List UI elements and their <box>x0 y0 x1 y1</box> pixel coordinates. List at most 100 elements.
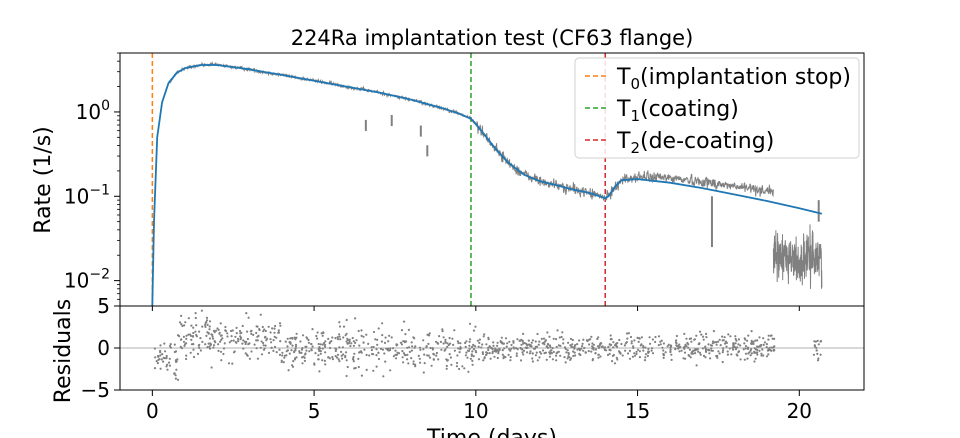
residual-point <box>767 338 770 341</box>
xtick-label-1: 5 <box>308 399 321 423</box>
residual-point <box>705 336 708 339</box>
residual-point <box>573 347 576 350</box>
residual-point <box>231 362 234 365</box>
residual-point <box>372 353 375 356</box>
residual-point <box>693 338 697 341</box>
residual-point <box>317 342 320 346</box>
residual-point <box>164 350 167 353</box>
residual-point <box>485 353 488 356</box>
residual-point <box>426 354 429 357</box>
residual-point <box>570 345 574 348</box>
residual-point <box>555 354 558 357</box>
residual-point <box>322 331 325 335</box>
residual-point <box>293 350 296 353</box>
residual-point <box>246 337 249 341</box>
residual-point <box>375 354 378 357</box>
residual-point <box>457 341 460 345</box>
residual-point <box>300 351 303 354</box>
residual-point <box>749 349 752 352</box>
residual-point <box>381 322 384 325</box>
residual-point <box>248 342 251 345</box>
residual-point <box>812 353 816 356</box>
residual-point <box>618 338 621 342</box>
residual-point <box>406 353 409 356</box>
residual-point <box>341 346 344 349</box>
residual-point <box>470 345 474 349</box>
residual-point <box>178 321 182 324</box>
residual-point <box>339 338 342 341</box>
residual-point <box>279 340 282 343</box>
residual-point <box>464 354 467 357</box>
residual-point <box>638 350 642 353</box>
residual-point <box>607 345 610 348</box>
residual-point <box>308 350 311 353</box>
residual-point <box>705 332 708 335</box>
residual-point <box>189 351 192 354</box>
residual-point <box>600 345 603 348</box>
residual-point <box>189 334 192 337</box>
residual-point <box>566 357 569 360</box>
residual-point <box>576 348 579 351</box>
xtick-label-2: 10 <box>463 399 488 423</box>
residual-point <box>410 341 413 344</box>
residual-point <box>472 348 475 351</box>
residual-point <box>609 338 612 341</box>
residual-point <box>395 353 399 356</box>
residual-point <box>381 348 384 351</box>
residual-point <box>644 346 647 349</box>
residual-point <box>319 343 322 346</box>
residual-point <box>264 344 267 347</box>
residual-point <box>354 317 357 320</box>
residual-point <box>410 349 413 352</box>
residual-point <box>626 352 630 355</box>
residual-point <box>545 345 548 348</box>
residual-point <box>547 343 550 346</box>
residual-point <box>285 354 288 357</box>
residual-point <box>404 354 407 357</box>
residual-point <box>702 338 705 341</box>
residual-point <box>208 328 211 331</box>
residual-point <box>344 334 347 337</box>
residual-point <box>567 341 570 344</box>
residual-point <box>281 351 284 354</box>
residual-point <box>278 353 282 356</box>
residual-point <box>161 353 164 356</box>
residual-point <box>205 321 208 324</box>
residual-point <box>219 334 222 337</box>
residual-point <box>192 326 195 329</box>
residual-point <box>566 349 569 352</box>
residual-point <box>323 359 326 362</box>
residual-point <box>522 349 526 352</box>
residual-point <box>295 336 298 339</box>
residual-point <box>365 333 368 336</box>
residual-point <box>194 316 197 320</box>
residual-point <box>725 345 728 348</box>
residual-point <box>290 336 294 340</box>
residual-point <box>559 354 562 357</box>
residual-point <box>683 347 686 350</box>
residual-point <box>348 340 351 343</box>
residual-point <box>228 341 231 344</box>
residual-point <box>630 340 633 343</box>
residual-point <box>278 348 281 351</box>
residual-point <box>345 359 348 362</box>
residual-point <box>165 354 168 358</box>
residual-point <box>543 352 546 355</box>
residual-point <box>727 333 730 336</box>
residual-point <box>715 354 718 358</box>
residual-point <box>328 357 331 360</box>
residual-point <box>352 358 355 361</box>
residual-point <box>587 350 590 353</box>
residual-point <box>338 346 341 349</box>
residual-point <box>737 338 741 341</box>
residual-point <box>319 350 322 353</box>
residual-point <box>210 366 213 369</box>
residual-point <box>301 347 304 350</box>
residual-point <box>311 328 314 331</box>
residual-point <box>746 357 749 360</box>
residual-point <box>518 339 521 342</box>
residual-point <box>555 345 558 349</box>
residual-point <box>163 342 166 345</box>
residual-point <box>687 346 690 349</box>
residual-point <box>548 335 551 338</box>
